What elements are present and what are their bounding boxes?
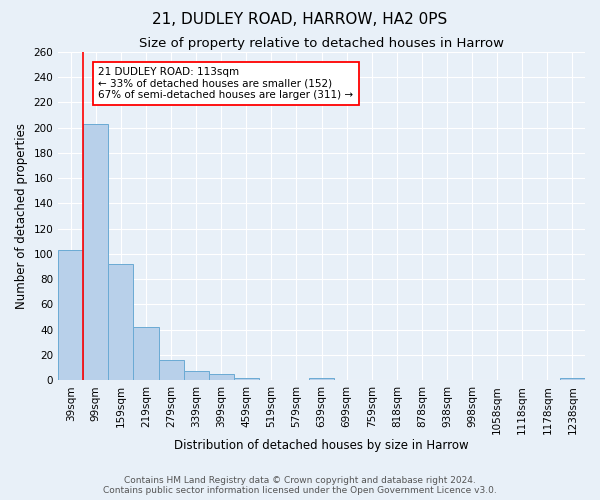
Bar [109,264,133,380]
Text: 21, DUDLEY ROAD, HARROW, HA2 0PS: 21, DUDLEY ROAD, HARROW, HA2 0PS [152,12,448,28]
Bar [158,360,184,380]
Y-axis label: Number of detached properties: Number of detached properties [15,123,28,309]
Bar [560,378,585,380]
Text: 21 DUDLEY ROAD: 113sqm
← 33% of detached houses are smaller (152)
67% of semi-de: 21 DUDLEY ROAD: 113sqm ← 33% of detached… [98,67,353,100]
Bar [309,378,334,380]
Bar [209,374,234,380]
Bar [83,124,109,380]
Text: Contains HM Land Registry data © Crown copyright and database right 2024.
Contai: Contains HM Land Registry data © Crown c… [103,476,497,495]
Bar [234,378,259,380]
Title: Size of property relative to detached houses in Harrow: Size of property relative to detached ho… [139,38,504,51]
Bar [133,327,158,380]
X-axis label: Distribution of detached houses by size in Harrow: Distribution of detached houses by size … [174,440,469,452]
Bar [58,250,83,380]
Bar [184,372,209,380]
